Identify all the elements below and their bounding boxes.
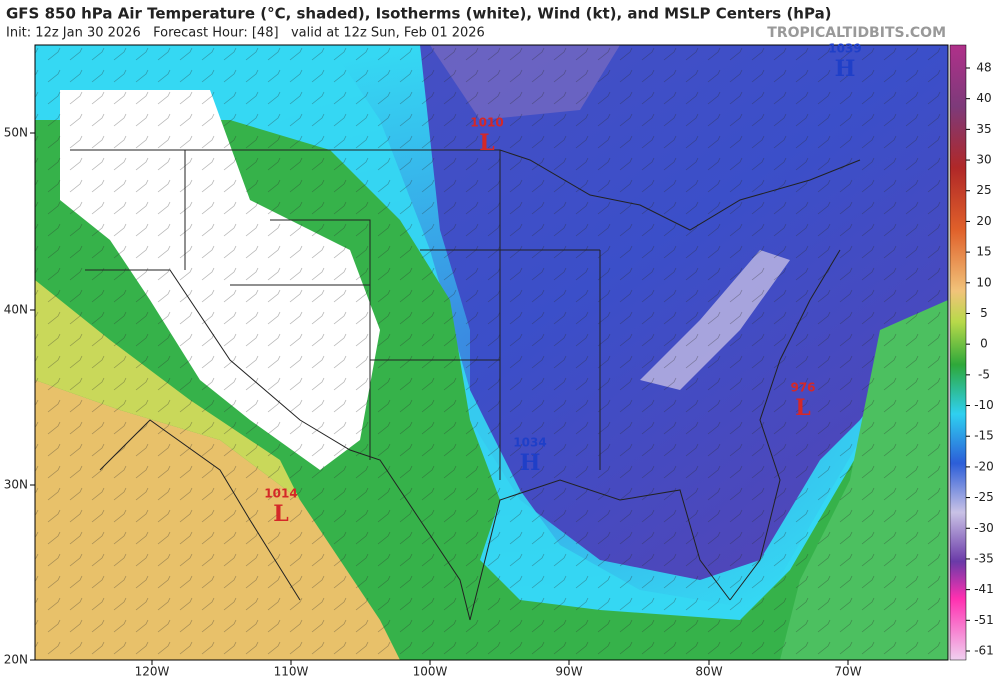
lon-label: 100W: [413, 665, 448, 679]
wind-barbs: [35, 45, 948, 660]
lat-label: 30N: [4, 478, 28, 492]
labels: 120W 110W 100W 90W 80W 70W50N40N30N20N1039H10…: [4, 42, 994, 679]
colorbar-label: -20: [974, 459, 994, 473]
colorbar-label: -61: [974, 644, 994, 658]
colorbar-label: -15: [974, 429, 994, 443]
colorbar-label: 25: [976, 183, 991, 197]
colorbar-label: 5: [980, 306, 988, 320]
center-letter: L: [795, 395, 810, 421]
colorbar-label: -10: [974, 398, 994, 412]
lat-label: 50N: [4, 126, 28, 140]
map-title: GFS 850 hPa Air Temperature (°C, shaded)…: [6, 5, 832, 23]
center-pressure: 1034: [513, 436, 546, 450]
center-pressure: 1039: [828, 42, 861, 56]
center-letter: L: [273, 501, 288, 527]
colorbar-label: 40: [976, 91, 991, 105]
lon-label: 110W: [274, 665, 309, 679]
colorbar-label: -41: [974, 582, 994, 596]
center-pressure: 1014: [264, 487, 297, 501]
lon-label: 70W: [834, 665, 861, 679]
lon-label: 80W: [695, 665, 722, 679]
boundaries: [70, 149, 861, 621]
colorbar-label: 30: [976, 153, 991, 167]
center-letter: H: [520, 450, 541, 476]
colorbar-label: -30: [974, 521, 994, 535]
center-pressure: 976: [790, 381, 815, 395]
map-subtitle: Init: 12z Jan 30 2026 Forecast Hour: [48…: [6, 26, 485, 41]
lon-label: 120W: [135, 665, 170, 679]
colorbar-label: 20: [976, 214, 991, 228]
colorbar: [949, 44, 967, 661]
colorbar-label: -25: [974, 490, 994, 504]
colorbar-label: -5: [978, 367, 990, 381]
center-letter: L: [479, 130, 494, 156]
center-pressure: 1010: [470, 116, 503, 130]
lon-label: 90W: [555, 665, 582, 679]
colorbar-label: 48: [976, 61, 991, 75]
lat-label: 40N: [4, 303, 28, 317]
colorbar-label: 35: [976, 122, 991, 136]
colorbar-label: 15: [976, 245, 991, 259]
colorbar-label: 0: [980, 337, 988, 351]
colorbar-label: 10: [976, 275, 991, 289]
colorbar-label: -35: [974, 551, 994, 565]
lat-label: 20N: [4, 653, 28, 667]
map-frame: [34, 44, 949, 661]
center-letter: H: [835, 56, 856, 82]
colorbar-label: -51: [974, 613, 994, 627]
map-field: [35, 45, 948, 660]
brand: TROPICALTIDBITS.COM: [767, 25, 946, 41]
